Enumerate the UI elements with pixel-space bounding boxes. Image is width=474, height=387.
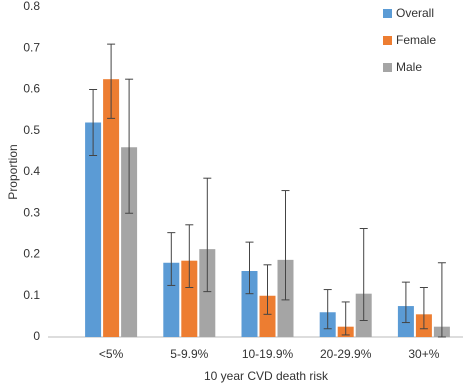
x-tick-label: 5-9.9%	[170, 347, 208, 361]
x-tick-label: 20-29.9%	[320, 347, 372, 361]
y-tick-label: 0.8	[23, 0, 40, 13]
x-tick-label: 10-19.9%	[242, 347, 294, 361]
bar	[259, 295, 276, 337]
bar	[121, 147, 138, 337]
x-tick-label: 30+%	[408, 347, 439, 361]
x-tick-label: <5%	[99, 347, 124, 361]
y-tick-label: 0.6	[23, 82, 40, 96]
y-tick-label: 0.5	[23, 123, 40, 137]
y-tick-label: 0.7	[23, 40, 40, 54]
y-axis-label: Proportion	[6, 144, 20, 199]
bar	[103, 79, 120, 337]
legend-swatch	[383, 63, 392, 72]
y-tick-label: 0.1	[23, 288, 40, 302]
legend-swatch	[383, 9, 392, 18]
y-tick-label: 0.4	[23, 164, 40, 178]
bar	[199, 249, 216, 337]
bar	[241, 271, 258, 337]
legend-label: Overall	[396, 6, 434, 20]
y-tick-label: 0.2	[23, 247, 40, 261]
bar	[181, 260, 198, 337]
y-tick-label: 0	[33, 329, 40, 343]
x-axis-label: 10 year CVD death risk	[204, 369, 329, 383]
bar	[163, 262, 180, 337]
bar	[85, 122, 102, 337]
y-tick-label: 0.3	[23, 205, 40, 219]
legend-label: Male	[396, 60, 422, 74]
legend-label: Female	[396, 33, 436, 47]
legend-swatch	[383, 36, 392, 45]
